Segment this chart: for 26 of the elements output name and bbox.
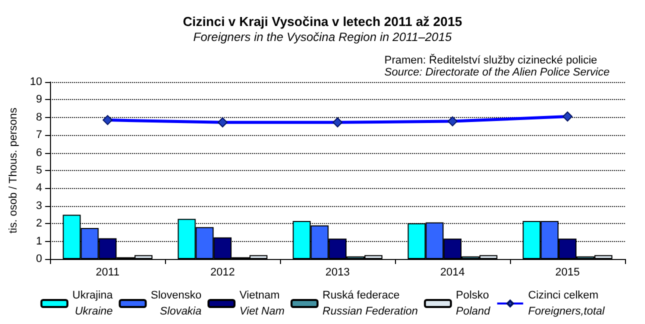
legend-label: Vietnam Viet Nam: [239, 290, 285, 318]
y-axis-title: tis. osob / Thous. persons: [8, 107, 20, 234]
y-tick-label: 6: [36, 146, 42, 159]
x-tick-label: 2013: [325, 266, 350, 278]
y-tick-label: 8: [36, 111, 42, 124]
legend-label: Ukrajina Ukraine: [72, 290, 114, 318]
y-tick-label: 3: [36, 200, 42, 212]
y-tick-label: 0: [36, 253, 42, 265]
x-tick-label: 2011: [96, 266, 120, 278]
chart-subtitle: Foreigners in the Vysočina Region in 2011–2015: [193, 30, 452, 44]
legend-label: Cizinci celkem Foreigners,total: [528, 290, 606, 318]
legend-label: Slovensko Slovakia: [150, 290, 202, 318]
y-tick-label: 10: [30, 76, 42, 88]
y-tick-label: 7: [36, 129, 42, 142]
y-tick-label: 9: [36, 94, 42, 106]
x-tick-label: 2015: [555, 266, 580, 278]
text: Pramen: Ředitelství služby cizinecké policie Source: Directorate of the Alien Police Service: [384, 54, 610, 78]
x-tick-label: 2014: [440, 266, 465, 278]
y-tick-label: 4: [36, 182, 42, 194]
legend-label: Ruská federace Russian Federation: [322, 290, 418, 318]
y-tick-label: 1: [36, 235, 42, 248]
chart-title: Cizinci v Kraji Vysočina v letech 2011 až 2015: [182, 14, 462, 29]
y-tick-label: 2: [36, 218, 42, 230]
x-tick-label: 2012: [210, 266, 235, 278]
y-tick-label: 5: [36, 164, 42, 176]
legend-label: Polsko Poland: [456, 290, 492, 318]
